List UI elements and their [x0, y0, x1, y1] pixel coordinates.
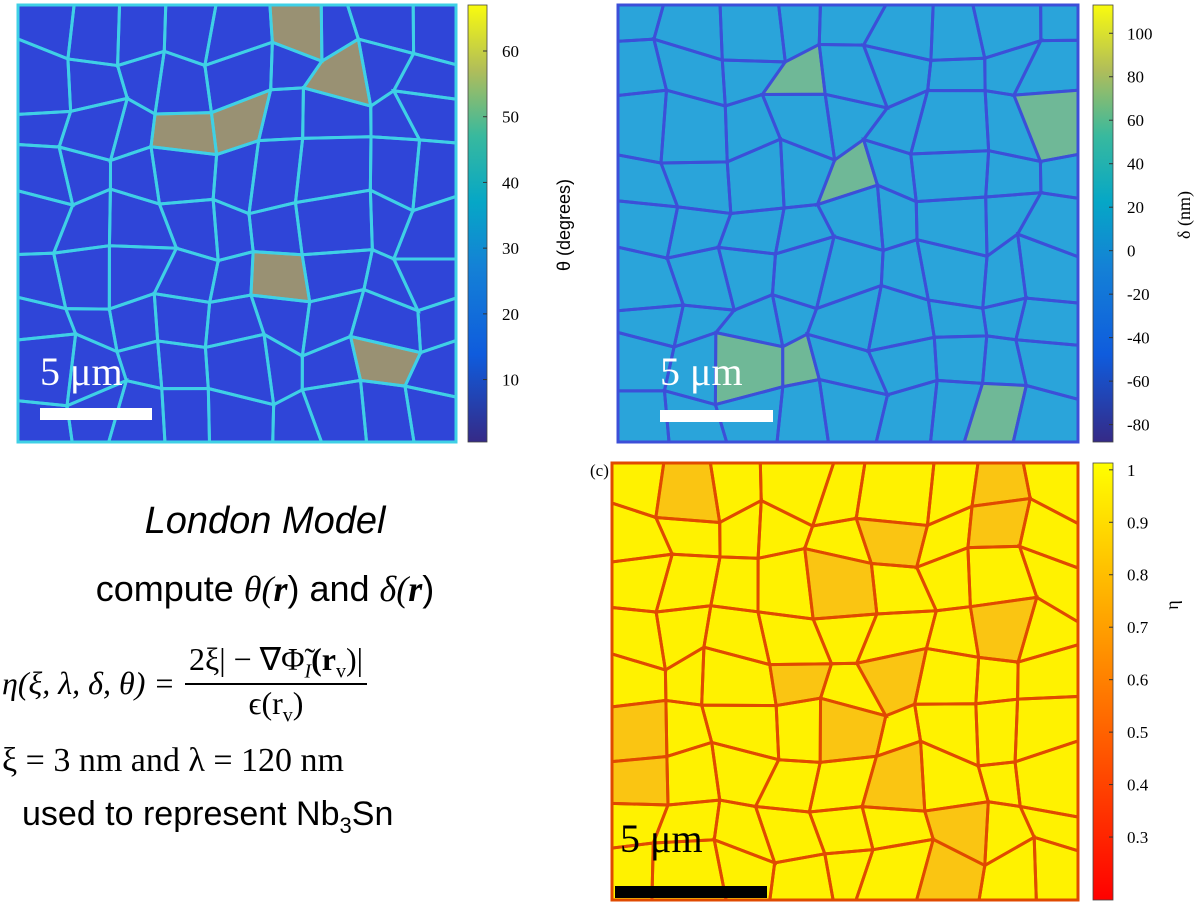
- colorbar-tick-label: 40: [502, 173, 519, 192]
- map-image: [610, 461, 1080, 902]
- grain: [610, 754, 670, 807]
- colorbar-tick-label: 0.6: [1127, 671, 1148, 690]
- colorbar-label: δ (nm): [1174, 191, 1195, 239]
- text: ): [292, 685, 304, 722]
- colorbar-tick-label: 0.9: [1127, 513, 1148, 532]
- colorbar-tick-label: 20: [502, 305, 519, 324]
- grain: [403, 384, 458, 444]
- colorbar-tick-label: 1: [1127, 461, 1136, 480]
- colorbar-tick-label: 60: [502, 42, 519, 61]
- text: )|: [345, 641, 364, 677]
- colorbar-tick-label: 30: [502, 239, 519, 258]
- text: 3: [339, 812, 352, 838]
- colorbar-tick-label: 10: [502, 371, 519, 390]
- scale-bar: [40, 408, 152, 420]
- scale-bar: [615, 886, 767, 898]
- colorbar-tick-label: 0.3: [1127, 828, 1148, 847]
- map-image: [16, 3, 458, 444]
- colorbar-tick-label: 0: [1127, 242, 1136, 261]
- text: ): [422, 568, 435, 609]
- scale-bar-label: 5 μm: [620, 816, 703, 861]
- text: used to represent Nb: [22, 795, 340, 833]
- colorbar-tick-label: 80: [1127, 68, 1144, 87]
- scale-bar: [660, 410, 773, 422]
- grain: [1032, 835, 1080, 902]
- equation-lhs: η(ξ, λ, δ, θ) =: [2, 665, 175, 702]
- colorbar-tick-label: -60: [1127, 372, 1150, 391]
- colorbar-tick-label: 100: [1127, 24, 1153, 43]
- colorbar-label: θ (degrees): [554, 179, 574, 271]
- colorbar-tick-label: 0.5: [1127, 723, 1148, 742]
- text: (r: [311, 641, 336, 677]
- colorbar-label: η: [1162, 600, 1182, 609]
- text: r: [408, 569, 423, 609]
- numerator: 2ξ| − ∇Φ̃I(rv)|: [184, 640, 368, 686]
- colorbar-tick-label: 40: [1127, 155, 1144, 174]
- text: Sn: [351, 795, 394, 833]
- map-background: [618, 5, 1078, 442]
- text: r: [273, 569, 288, 609]
- grain: [610, 698, 669, 764]
- grain: [654, 461, 722, 525]
- colorbar-tick-label: -80: [1127, 416, 1150, 435]
- colorbar-tick-label: 0.7: [1127, 618, 1149, 637]
- text: ϵ(r: [248, 685, 283, 722]
- material-line: used to represent Nb3Sn: [22, 795, 393, 839]
- text: θ(: [243, 569, 274, 609]
- text: I: [304, 660, 312, 683]
- colorbar-tick-label: -40: [1127, 329, 1150, 348]
- parameters: ξ = 3 nm and λ = 120 nm: [2, 742, 344, 779]
- colorbar-tick-label: 0.4: [1127, 776, 1149, 795]
- scale-bar-label: 5 μm: [40, 349, 123, 394]
- colorbar-tick-label: 0.8: [1127, 566, 1148, 585]
- colorbar-tick-label: -20: [1127, 285, 1150, 304]
- colorbar: [467, 4, 488, 443]
- equation: η(ξ, λ, δ, θ) = 2ξ| − ∇Φ̃I(rv)| ϵ(rv): [2, 640, 368, 728]
- grain: [249, 250, 312, 304]
- colorbar: [1092, 4, 1114, 443]
- model-title: London Model: [144, 500, 386, 542]
- compute-line: compute θ(r) and δ(r): [0, 568, 530, 610]
- text: δ(: [379, 569, 409, 609]
- colorbar: [1092, 462, 1114, 901]
- text: compute: [95, 568, 244, 609]
- text: 2ξ| − ∇Φ̃: [188, 641, 305, 677]
- colorbar-tick-label: 20: [1127, 198, 1144, 217]
- text: v: [282, 704, 293, 727]
- text: ) and: [287, 568, 380, 609]
- colorbar-tick-label: 60: [1127, 111, 1144, 130]
- fraction: 2ξ| − ∇Φ̃I(rv)| ϵ(rv): [184, 640, 368, 728]
- grain: [1011, 383, 1080, 444]
- colorbar-tick-label: 50: [502, 108, 519, 127]
- panel-label: (c): [590, 461, 609, 480]
- text: v: [335, 660, 346, 683]
- scale-bar-label: 5 μm: [660, 349, 743, 394]
- map-image: [616, 3, 1080, 444]
- denominator: ϵ(rv): [249, 685, 304, 727]
